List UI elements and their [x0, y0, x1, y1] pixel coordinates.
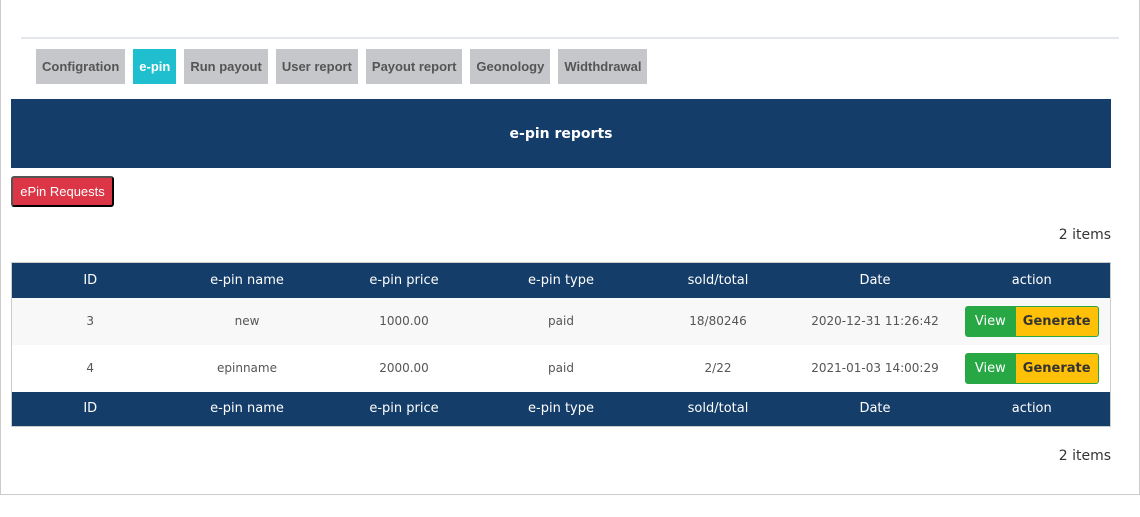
- column-header: action: [953, 262, 1111, 298]
- epin-requests-button[interactable]: ePin Requests: [11, 176, 114, 207]
- page-title: e-pin reports: [11, 99, 1111, 168]
- cell-id: 3: [11, 297, 169, 345]
- tab-widthdrawal[interactable]: Widthdrawal: [558, 49, 648, 84]
- epin-table: ID e-pin name e-pin price e-pin type sold/to…: [11, 262, 1111, 427]
- column-header: sold/total: [639, 391, 797, 427]
- column-header: e-pin type: [482, 391, 640, 427]
- cell-price: 1000.00: [325, 297, 483, 345]
- tab-run-payout[interactable]: Run payout: [184, 49, 268, 84]
- column-header: e-pin price: [325, 262, 483, 298]
- cell-type: paid: [482, 297, 640, 345]
- item-count-top: 2 items: [1058, 227, 1111, 243]
- column-header: e-pin name: [168, 262, 326, 298]
- cell-name: epinname: [217, 361, 277, 375]
- generate-button[interactable]: Generate: [1014, 305, 1099, 337]
- item-count-bottom: 2 items: [1058, 448, 1111, 464]
- column-header: e-pin name: [168, 391, 326, 427]
- view-button[interactable]: View: [964, 305, 1016, 337]
- column-header: e-pin price: [325, 391, 483, 427]
- generate-button[interactable]: Generate: [1014, 352, 1099, 384]
- tab-bar: Configration e-pin Run payout User report Pa…: [36, 49, 648, 84]
- cell-price: 2000.00: [379, 361, 429, 375]
- tab-configration[interactable]: Configration: [36, 49, 126, 84]
- divider: [21, 37, 1119, 39]
- table-footer: ID e-pin name e-pin price e-pin type sold/to…: [11, 391, 1111, 427]
- column-header: ID: [11, 262, 169, 298]
- table-row: 3 new 1000.00 paid 18/80246 2020-12-31 11:26:…: [11, 297, 1111, 345]
- cell-sold_total: 2/22: [704, 361, 732, 375]
- column-header: Date: [796, 262, 954, 298]
- column-header: Date: [796, 391, 954, 427]
- tab-user-report[interactable]: User report: [275, 49, 358, 84]
- table-row: 4 epinname 2000.00 paid 2/22 2021-01-03 14:00…: [12, 345, 1111, 392]
- column-header: ID: [11, 391, 169, 427]
- table-header: ID e-pin name e-pin price e-pin type sold/to…: [11, 262, 1111, 298]
- tab-e-pin[interactable]: e-pin: [133, 49, 177, 84]
- cell-sold_total: 18/80246: [639, 297, 797, 345]
- view-button[interactable]: View: [964, 352, 1016, 384]
- tab-geonology[interactable]: Geonology: [470, 49, 551, 84]
- cell-action: View Generate: [954, 345, 1111, 392]
- tab-payout-report[interactable]: Payout report: [365, 49, 463, 84]
- cell-id: 4: [86, 361, 95, 375]
- cell-date: 2020-12-31 11:26:42: [796, 297, 954, 345]
- column-header: action: [953, 391, 1111, 427]
- column-header: sold/total: [639, 262, 797, 298]
- cell-action: View Generate: [953, 297, 1111, 345]
- cell-type: paid: [548, 361, 574, 375]
- cell-date: 2021-01-03 14:00:29: [811, 361, 939, 375]
- cell-name: new: [168, 297, 326, 345]
- column-header: e-pin type: [482, 262, 640, 298]
